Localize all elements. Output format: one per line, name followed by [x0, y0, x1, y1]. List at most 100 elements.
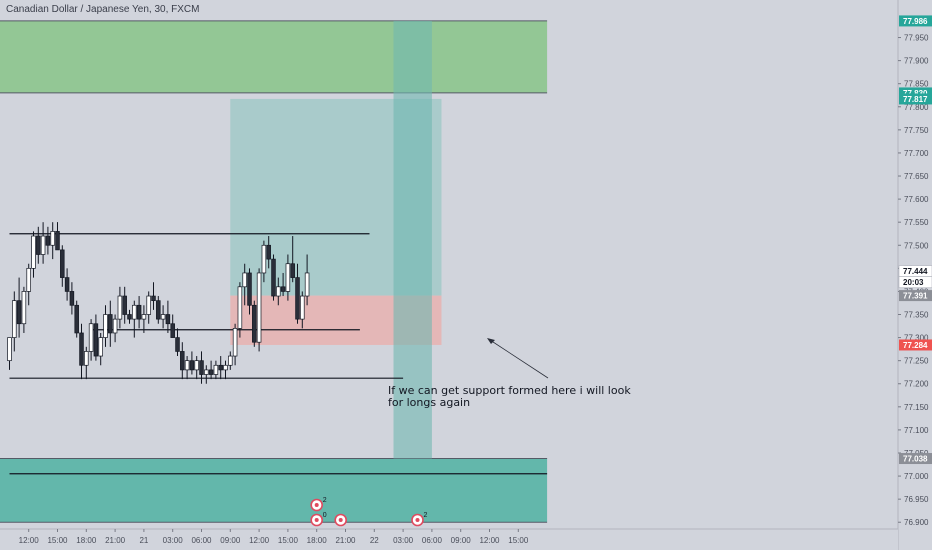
- candle-body-down: [175, 337, 180, 352]
- candle-body-down: [69, 291, 75, 306]
- candle: [189, 351, 195, 375]
- candle-body-down: [151, 295, 156, 302]
- candle: [84, 346, 89, 380]
- price-tick-label: 77.900: [904, 57, 929, 66]
- candle: [290, 236, 295, 283]
- candle-body-up: [98, 337, 103, 357]
- price-tag-label: 77.817: [903, 95, 928, 104]
- candle-body-down: [189, 360, 195, 371]
- candle-body-down: [156, 300, 161, 320]
- candle: [252, 300, 257, 347]
- price-tick-label: 77.800: [904, 103, 929, 112]
- price-tag-label: 77.038: [903, 455, 928, 464]
- candle-body-up: [213, 364, 219, 375]
- candle: [141, 305, 147, 333]
- candle: [160, 305, 166, 329]
- candle-body-down: [79, 332, 84, 366]
- candle-body-down: [136, 304, 142, 320]
- candle-body-up: [232, 328, 238, 357]
- time-tick-label: 03:00: [393, 536, 414, 545]
- candle-body-up: [276, 286, 281, 297]
- event-marker: 2: [411, 512, 428, 527]
- event-marker: 0: [310, 512, 327, 527]
- candle-body-up: [300, 295, 305, 320]
- candle: [88, 319, 94, 361]
- candle: [127, 309, 132, 324]
- symbol-title: Canadian Dollar / Japanese Yen, 30, FXCM: [6, 4, 200, 15]
- candle: [266, 236, 271, 269]
- candle-body-down: [36, 235, 41, 255]
- candle-body-up: [50, 231, 55, 246]
- candle: [156, 296, 161, 324]
- time-tick-label: 21: [139, 536, 148, 545]
- candle: [170, 314, 175, 338]
- candle-body-down: [218, 364, 223, 371]
- event-marker-count: 2: [424, 512, 428, 519]
- price-tag: [899, 87, 932, 99]
- candle-body-up: [40, 235, 46, 255]
- time-tick-label: 18:00: [76, 536, 97, 545]
- supply-zone: [0, 20, 548, 93]
- candle: [31, 231, 36, 278]
- candle: [204, 365, 209, 384]
- candle: [93, 314, 99, 361]
- price-tick-label: 77.550: [904, 218, 929, 227]
- time-tick-label: 15:00: [508, 536, 529, 545]
- candle: [50, 222, 55, 260]
- price-tick-label: 77.300: [904, 334, 929, 343]
- candle: [136, 296, 142, 329]
- candle: [64, 268, 70, 301]
- candle-body-up: [223, 364, 228, 371]
- event-marker: 2: [310, 497, 327, 512]
- price-tag: [899, 453, 932, 465]
- candle: [45, 226, 51, 255]
- time-tick-label: 21:00: [335, 536, 356, 545]
- candle: [79, 323, 84, 380]
- plot-area: 2 0 2: [0, 20, 549, 527]
- candle: [122, 286, 127, 324]
- candle: [146, 291, 151, 324]
- candle: [295, 263, 300, 324]
- candle-body-up: [88, 323, 94, 352]
- time-tick-label: 03:00: [163, 536, 184, 545]
- annotation-arrow-line: [489, 339, 549, 379]
- candle: [36, 226, 41, 264]
- candle: [232, 323, 238, 366]
- candle: [247, 268, 252, 315]
- candle: [132, 300, 137, 338]
- candle: [271, 254, 276, 301]
- candle-body-up: [204, 369, 209, 375]
- candle: [180, 342, 185, 380]
- candle: [276, 277, 281, 306]
- candle: [55, 222, 60, 251]
- price-tag-label: 77.284: [903, 341, 928, 350]
- candle: [26, 263, 31, 306]
- price-tag-label: 77.391: [903, 292, 928, 301]
- price-tick-label: 77.150: [904, 403, 929, 412]
- candle: [199, 351, 204, 384]
- candle-body-down: [45, 235, 51, 246]
- event-marker-count: 0: [323, 512, 327, 519]
- candle: [175, 328, 180, 357]
- candle-body-down: [199, 360, 204, 375]
- price-tick-label: 77.650: [904, 172, 929, 181]
- candle-body-up: [237, 286, 243, 329]
- annotation-line-2: for longs again: [388, 396, 471, 409]
- candle-body-down: [266, 244, 271, 260]
- candle-body-down: [290, 263, 295, 278]
- candle-body-down: [170, 323, 175, 338]
- candle: [285, 254, 291, 301]
- event-marker-count: 2: [323, 497, 327, 504]
- candle: [213, 360, 219, 380]
- price-tick-label: 77.750: [904, 126, 929, 135]
- candle: [117, 286, 123, 329]
- event-marker: [334, 513, 348, 527]
- time-tick-label: 12:00: [19, 536, 40, 545]
- price-tick-label: 76.900: [904, 518, 929, 527]
- candle-body-up: [160, 314, 166, 320]
- price-tag: [898, 276, 932, 288]
- candle-body-down: [122, 295, 127, 315]
- candle-body-up: [285, 263, 291, 292]
- candle: [12, 291, 17, 352]
